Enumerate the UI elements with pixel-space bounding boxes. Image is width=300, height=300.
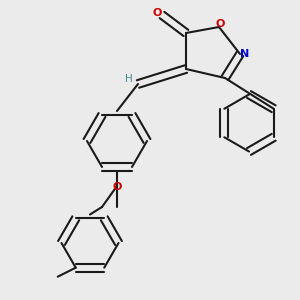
Text: H: H [125, 74, 133, 85]
Text: O: O [216, 19, 225, 29]
Text: N: N [240, 49, 249, 59]
Text: O: O [153, 8, 162, 19]
Text: O: O [112, 182, 122, 193]
